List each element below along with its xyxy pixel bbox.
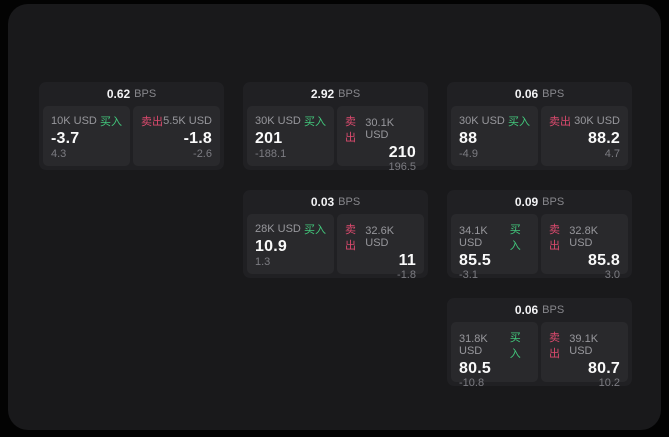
bps-value: 0.09 — [514, 195, 539, 209]
sell-panel[interactable]: 卖出 5.5K USD -1.8 -2.6 — [133, 106, 220, 166]
sell-price: 11 — [398, 252, 416, 269]
sell-side-label: 卖出 — [141, 116, 163, 128]
quote-card: 0.06 BPS 31.8K USD 买入 80.5 -10.8 卖出 39.1… — [447, 298, 632, 389]
buy-side-label: 买入 — [100, 116, 122, 128]
buy-delta: -3.1 — [459, 269, 478, 281]
sell-amount: 5.5K USD — [163, 115, 212, 127]
sell-amount: 30K USD — [574, 115, 620, 127]
sell-side-label: 卖出 — [549, 332, 560, 360]
buy-amount: 31.8K USD — [459, 333, 488, 357]
bps-value: 2.92 — [310, 87, 335, 101]
sell-amount: 32.8K USD — [569, 225, 599, 249]
quote-card: 0.62 BPS 10K USD 买入 -3.7 4.3 卖出 5.5K USD… — [39, 82, 224, 170]
sell-price: 210 — [388, 144, 416, 161]
buy-amount: 28K USD — [255, 223, 301, 235]
app-window: 0.62 BPS 10K USD 买入 -3.7 4.3 卖出 5.5K USD… — [8, 4, 661, 430]
sell-panel[interactable]: 卖出 39.1K USD 80.7 10.2 — [541, 322, 628, 389]
bps-unit-label: BPS — [338, 88, 361, 100]
bps-unit-label: BPS — [338, 196, 361, 208]
buy-side-label: 买入 — [304, 116, 326, 128]
quote-card: 0.09 BPS 34.1K USD 买入 85.5 -3.1 卖出 32.8K… — [447, 190, 632, 281]
buy-price: 88 — [459, 129, 478, 147]
bps-unit-label: BPS — [542, 88, 565, 100]
buy-delta: -10.8 — [459, 377, 485, 389]
buy-side-label: 买入 — [508, 116, 530, 128]
sell-amount: 30.1K USD — [365, 117, 395, 141]
sell-side-label: 卖出 — [549, 116, 571, 128]
bps-unit-label: BPS — [542, 304, 565, 316]
bps-value: 0.06 — [514, 303, 539, 317]
sell-price: 88.2 — [588, 129, 620, 147]
bps-header: 0.06 BPS — [451, 298, 628, 322]
sell-panel[interactable]: 卖出 32.8K USD 85.8 3.0 — [541, 214, 628, 281]
bps-header: 0.62 BPS — [43, 82, 220, 106]
buy-side-label: 买入 — [304, 224, 326, 236]
sell-panel[interactable]: 卖出 30.1K USD 210 196.5 — [337, 106, 424, 173]
bps-header: 0.03 BPS — [247, 190, 424, 214]
buy-panel[interactable]: 10K USD 买入 -3.7 4.3 — [43, 106, 130, 166]
bps-header: 0.09 BPS — [451, 190, 628, 214]
buy-delta: -4.9 — [459, 148, 478, 160]
sell-delta: 4.7 — [604, 148, 620, 160]
sell-price: 85.8 — [588, 252, 620, 269]
buy-amount: 30K USD — [459, 115, 505, 127]
sell-side-label: 卖出 — [345, 224, 356, 252]
sell-price: 80.7 — [588, 360, 620, 377]
buy-amount: 30K USD — [255, 115, 301, 127]
buy-panel[interactable]: 30K USD 买入 201 -188.1 — [247, 106, 334, 166]
bps-unit-label: BPS — [542, 196, 565, 208]
buy-panel[interactable]: 31.8K USD 买入 80.5 -10.8 — [451, 322, 538, 389]
buy-price: 201 — [255, 129, 283, 147]
sell-delta: 3.0 — [604, 269, 620, 281]
buy-price: 85.5 — [459, 252, 491, 269]
sell-panel[interactable]: 卖出 30K USD 88.2 4.7 — [541, 106, 628, 166]
quote-card: 0.03 BPS 28K USD 买入 10.9 1.3 卖出 32.6K US… — [243, 190, 428, 281]
buy-delta: 4.3 — [51, 148, 67, 160]
sell-side-label: 卖出 — [345, 116, 356, 144]
buy-panel[interactable]: 28K USD 买入 10.9 1.3 — [247, 214, 334, 274]
buy-panel[interactable]: 30K USD 买入 88 -4.9 — [451, 106, 538, 166]
sell-delta: -1.8 — [397, 269, 416, 281]
buy-side-label: 买入 — [509, 332, 521, 360]
buy-side-label: 买入 — [509, 224, 521, 252]
bps-header: 0.06 BPS — [451, 82, 628, 106]
buy-panel[interactable]: 34.1K USD 买入 85.5 -3.1 — [451, 214, 538, 281]
quote-card: 0.06 BPS 30K USD 买入 88 -4.9 卖出 30K USD 8… — [447, 82, 632, 170]
bps-value: 0.03 — [310, 195, 335, 209]
quote-card: 2.92 BPS 30K USD 买入 201 -188.1 卖出 30.1K … — [243, 82, 428, 173]
sell-delta: -2.6 — [193, 148, 212, 160]
sell-amount: 32.6K USD — [365, 225, 395, 249]
buy-delta: 1.3 — [255, 256, 271, 268]
sell-side-label: 卖出 — [549, 224, 560, 252]
bps-value: 0.06 — [514, 87, 539, 101]
bps-unit-label: BPS — [134, 88, 157, 100]
sell-amount: 39.1K USD — [569, 333, 599, 357]
bps-header: 2.92 BPS — [247, 82, 424, 106]
buy-price: 10.9 — [255, 237, 287, 255]
sell-delta: 196.5 — [388, 161, 416, 173]
bps-value: 0.62 — [106, 87, 131, 101]
buy-price: 80.5 — [459, 360, 491, 377]
sell-panel[interactable]: 卖出 32.6K USD 11 -1.8 — [337, 214, 424, 281]
buy-price: -3.7 — [51, 129, 80, 147]
buy-amount: 34.1K USD — [459, 225, 488, 249]
sell-delta: 10.2 — [598, 377, 620, 389]
buy-delta: -188.1 — [255, 148, 287, 160]
sell-price: -1.8 — [183, 129, 212, 147]
buy-amount: 10K USD — [51, 115, 97, 127]
